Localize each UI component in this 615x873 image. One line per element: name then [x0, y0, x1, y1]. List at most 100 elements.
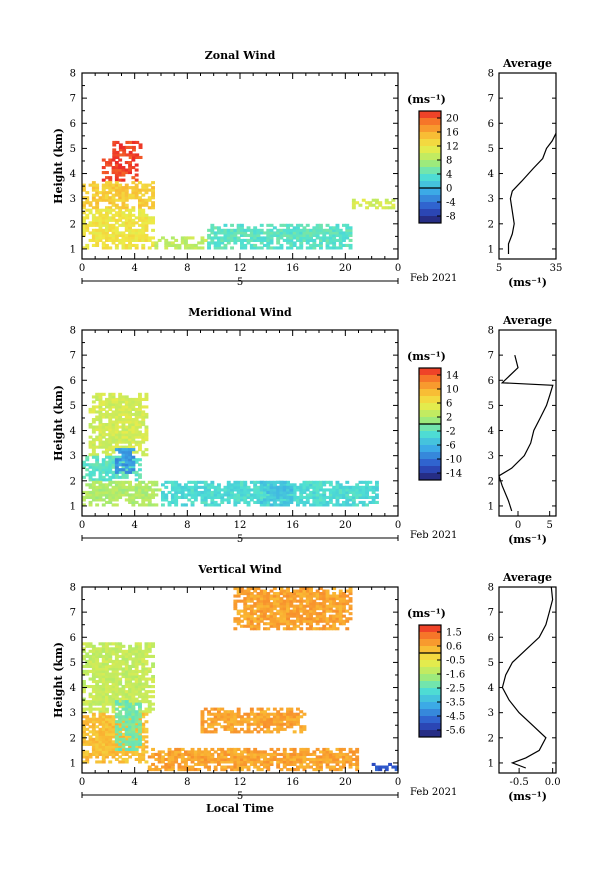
heatmap-cell [95, 697, 100, 701]
heatmap-cell [118, 735, 123, 739]
colorbar-tick-label: 6 [446, 399, 452, 410]
heatmap-cell [279, 712, 284, 716]
heatmap-cell [138, 695, 142, 699]
heatmap-cell [121, 433, 126, 437]
heatmap-cell [289, 722, 294, 726]
heatmap-cell [134, 173, 139, 177]
heatmap-cell [384, 198, 389, 202]
colorbar-tick-label: 0.6 [446, 642, 462, 653]
heatmap-cell [190, 493, 195, 497]
heatmap-cell [342, 243, 346, 247]
heatmap-cell [88, 685, 93, 689]
heatmap-cell [203, 707, 208, 711]
heatmap-cell [263, 762, 267, 766]
heatmap-cell [98, 652, 103, 656]
heatmap-cell [111, 395, 116, 399]
heatmap-cell [253, 760, 258, 764]
heatmap-cell [105, 465, 109, 469]
heatmap-cell [141, 652, 146, 656]
heatmap-cell [114, 163, 119, 167]
heatmap-cell [319, 246, 323, 250]
colorbar-tick-label: -2 [446, 427, 456, 438]
heatmap-cell [124, 405, 129, 409]
heatmap-cell [131, 468, 136, 472]
heatmap-cell [91, 680, 96, 684]
heatmap-cell [200, 757, 205, 761]
heatmap-cell [141, 418, 146, 422]
heatmap-cell [233, 727, 238, 731]
heatmap-cell [141, 755, 146, 759]
heatmap-cell [302, 607, 307, 611]
heatmap-cell [114, 757, 119, 761]
colorbar-swatch [419, 410, 441, 418]
heatmap-cell [174, 498, 179, 502]
heatmap-cell [299, 500, 304, 504]
heatmap-cell [263, 617, 267, 621]
heatmap-cell [111, 647, 116, 651]
heatmap-cell [121, 418, 126, 422]
heatmap-cell [118, 470, 123, 474]
heatmap-cell [105, 692, 109, 696]
heatmap-cell [213, 503, 218, 507]
heatmap-cell [95, 418, 100, 422]
heatmap-cell [95, 191, 100, 195]
heatmap-cell [101, 722, 106, 726]
heatmap-cell [223, 485, 228, 489]
heatmap-cell [95, 425, 100, 429]
heatmap-cell [82, 211, 86, 215]
heatmap-cell [220, 238, 225, 242]
heatmap-cell [85, 662, 90, 666]
heatmap-cell [108, 493, 113, 497]
heatmap-cell [91, 448, 96, 452]
heatmap-cell [124, 473, 129, 477]
heatmap-cell [131, 717, 136, 721]
heatmap-cell [243, 712, 248, 716]
heatmap-cell [125, 140, 130, 144]
heatmap-cell [114, 181, 119, 185]
heatmap-cell [95, 216, 100, 220]
heatmap-cell [85, 455, 90, 459]
heatmap-cell [124, 675, 129, 679]
heatmap-cell [276, 490, 281, 494]
heatmap-cell [141, 697, 146, 701]
heatmap-cell [302, 490, 307, 494]
heatmap-cell [121, 705, 126, 709]
heatmap-cell [276, 762, 281, 766]
heatmap-cell [121, 193, 126, 197]
heatmap-cell [82, 725, 86, 729]
heatmap-cell [296, 485, 300, 489]
heatmap-cell [138, 395, 142, 399]
heatmap-cell [95, 750, 100, 754]
heatmap-cell [85, 213, 90, 217]
heatmap-cell [98, 667, 103, 671]
heatmap-cell [114, 740, 119, 744]
heatmap-cell [266, 597, 271, 601]
heatmap-cell [128, 410, 132, 414]
heatmap-cell [315, 223, 320, 227]
heatmap-cell [259, 597, 264, 601]
heatmap-cell [177, 762, 182, 766]
heatmap-cell [151, 495, 155, 499]
heatmap-cell [151, 762, 155, 766]
heatmap-cell [296, 226, 300, 230]
heatmap-cell [95, 745, 100, 749]
heatmap-cell [282, 717, 287, 721]
heatmap-cell [381, 765, 386, 769]
heatmap-cell [351, 488, 356, 492]
heatmap-cell [121, 652, 126, 656]
heatmap-cell [279, 614, 284, 618]
heatmap-cell [319, 617, 323, 621]
heatmap-cell [98, 710, 103, 714]
heatmap-cell [98, 692, 103, 696]
heatmap-cell [345, 627, 350, 631]
heatmap-cell [105, 448, 109, 452]
heatmap-cell [121, 493, 126, 497]
heatmap-cell [319, 627, 323, 631]
colorbar-tick-label: -0.5 [446, 656, 465, 667]
heatmap-cell [114, 480, 119, 484]
date-marker: 5 [237, 534, 243, 545]
heatmap-cell [302, 485, 307, 489]
heatmap-cell [134, 652, 139, 656]
heatmap-cell [259, 498, 264, 502]
heatmap-cell [134, 680, 139, 684]
